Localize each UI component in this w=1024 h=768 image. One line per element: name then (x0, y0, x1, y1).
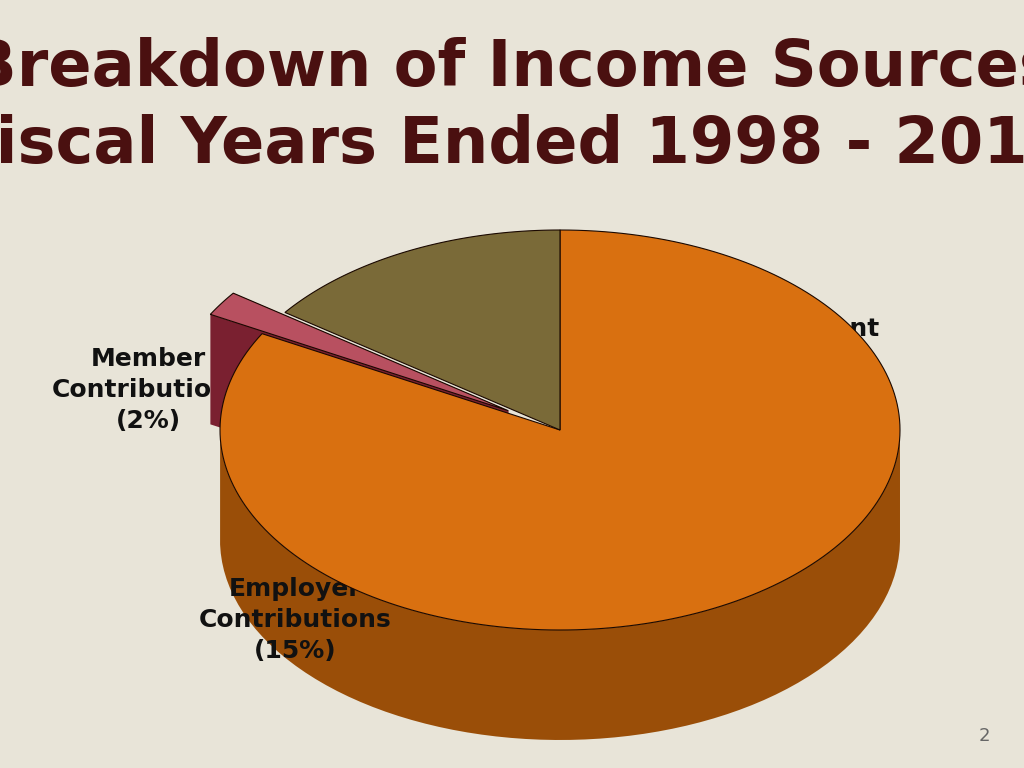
Polygon shape (210, 314, 508, 521)
Text: 2: 2 (979, 727, 990, 745)
Polygon shape (210, 293, 508, 411)
Polygon shape (220, 230, 900, 630)
Polygon shape (220, 432, 900, 740)
Text: Fiscal Years Ended 1998 - 2017: Fiscal Years Ended 1998 - 2017 (0, 114, 1024, 176)
Text: Member
Contributions
(2%): Member Contributions (2%) (51, 347, 245, 432)
Text: Employer
Contributions
(15%): Employer Contributions (15%) (199, 578, 391, 663)
Polygon shape (285, 230, 560, 430)
Polygon shape (233, 293, 508, 521)
Text: Breakdown of Income Sources: Breakdown of Income Sources (0, 37, 1024, 99)
Text: Investment
Income
(83%): Investment Income (83%) (720, 317, 880, 402)
